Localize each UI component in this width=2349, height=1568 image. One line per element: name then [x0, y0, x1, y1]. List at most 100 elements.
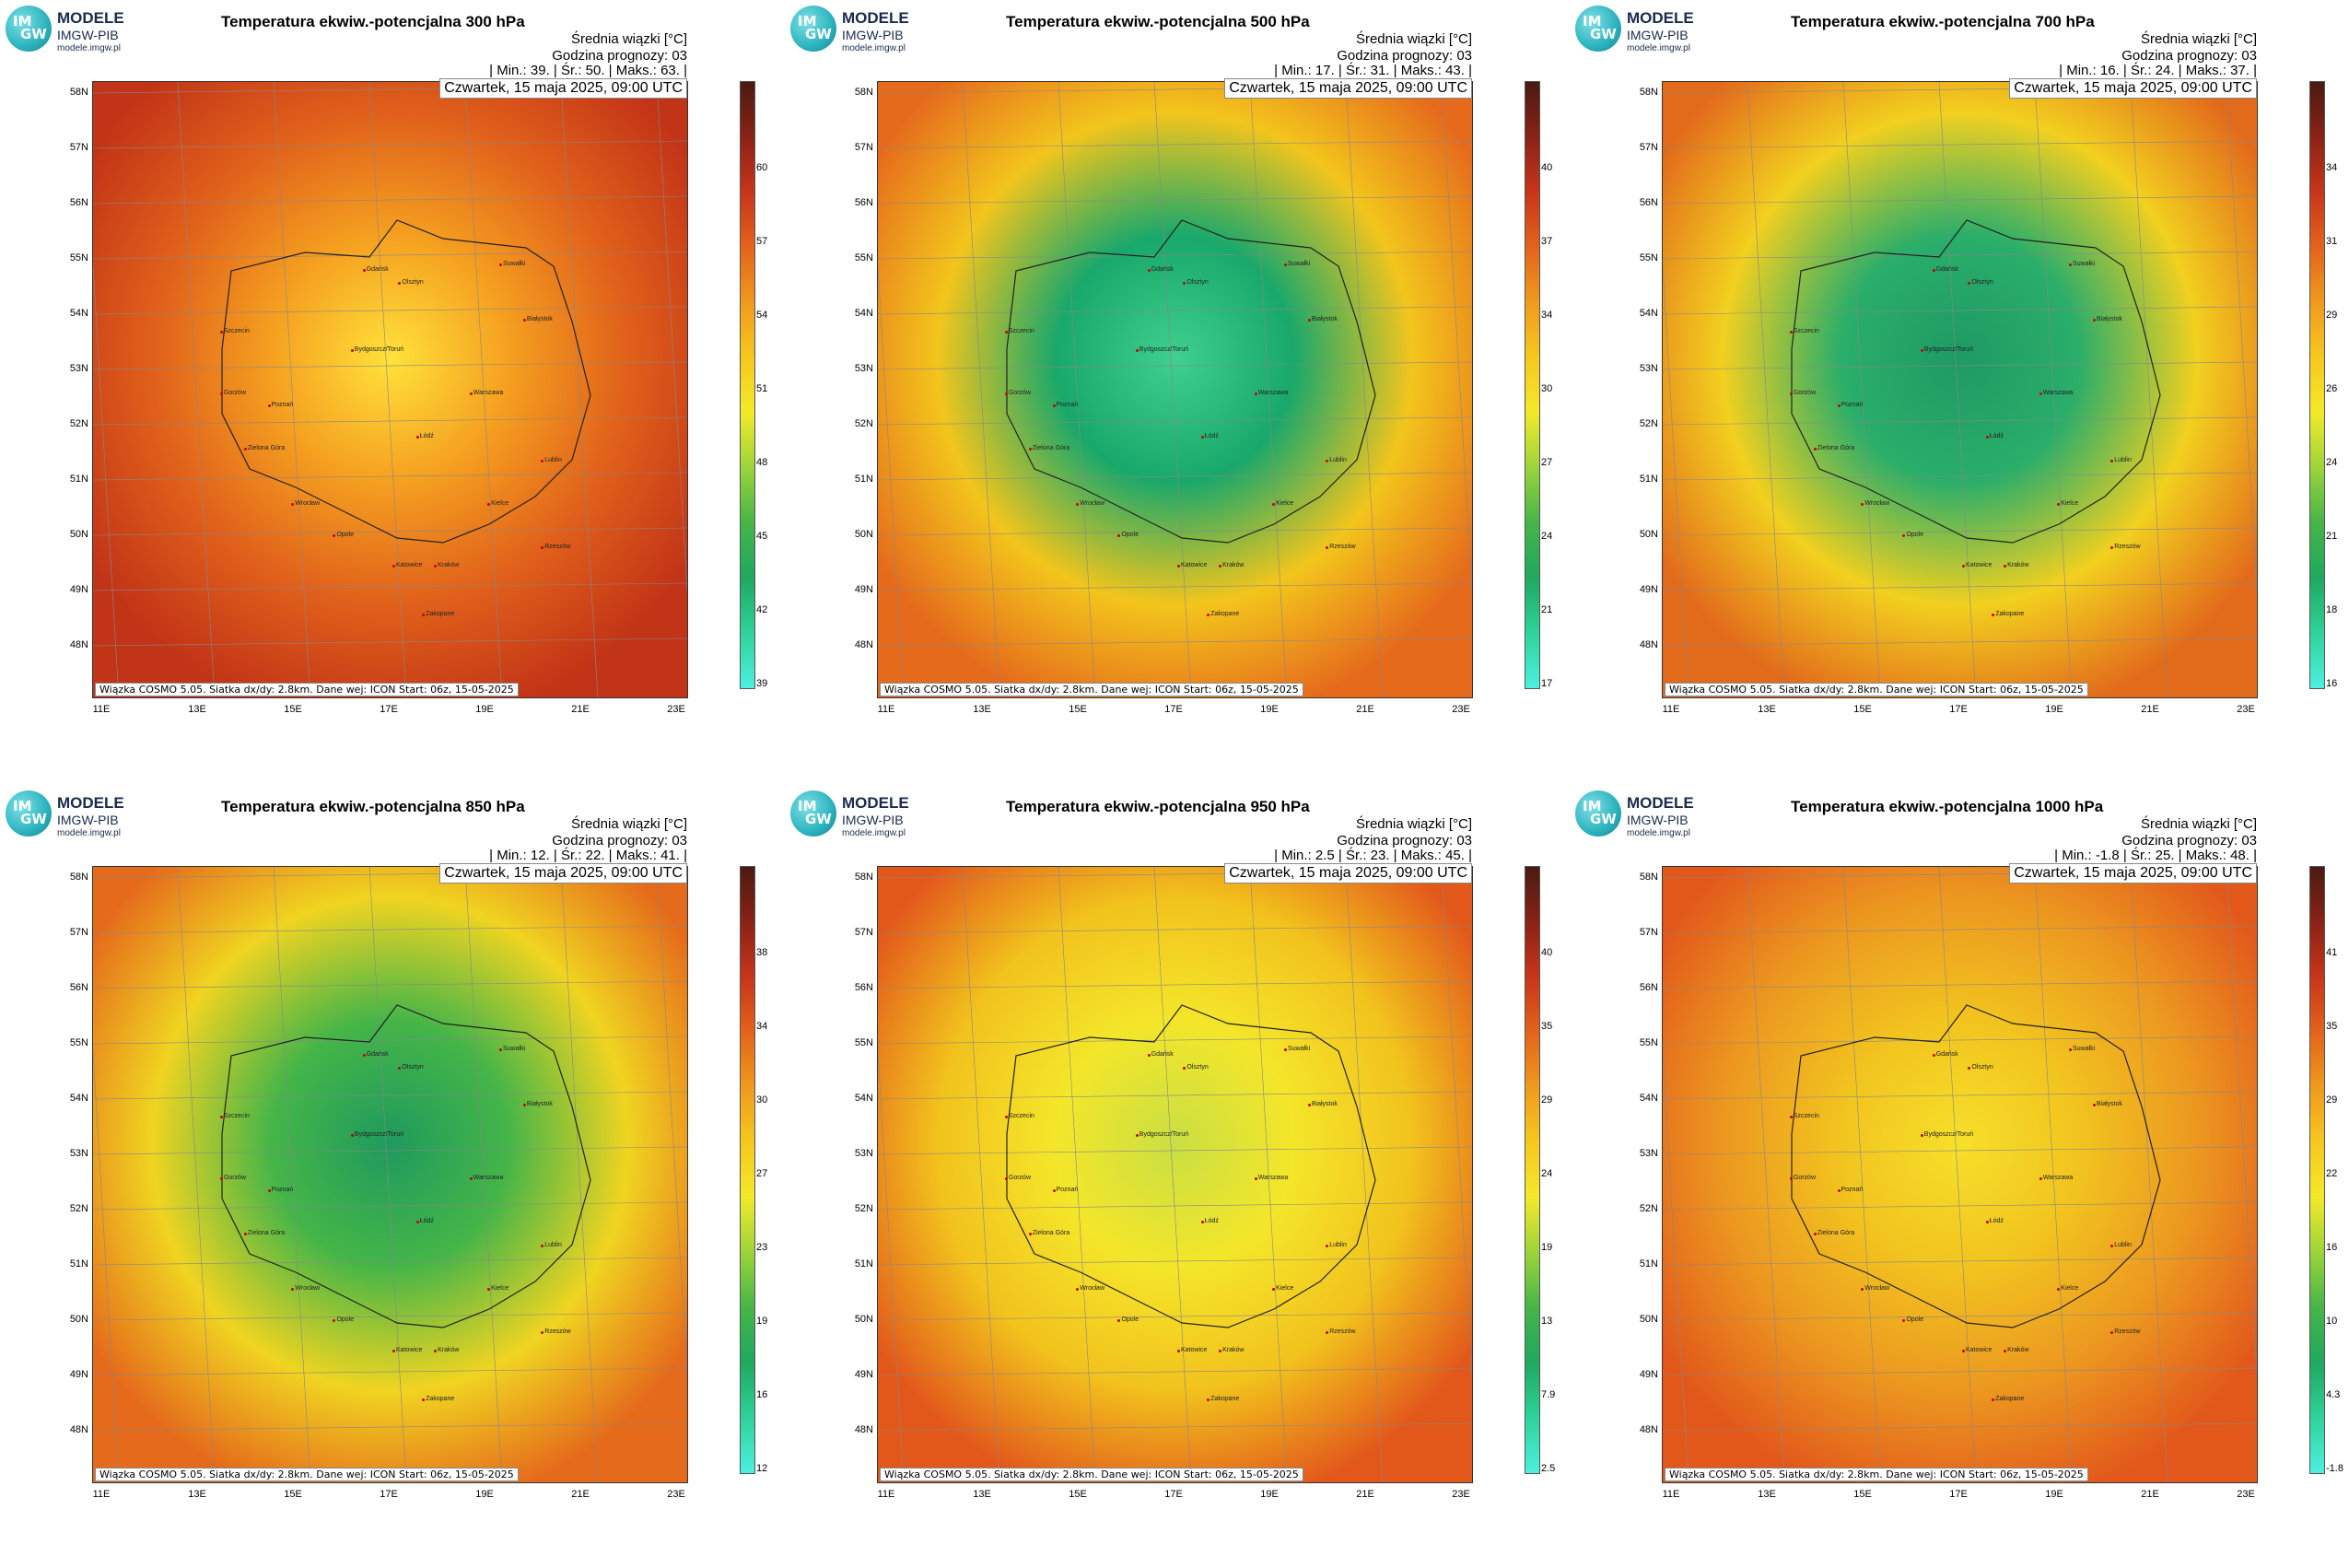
lat-gridline: [1663, 638, 2257, 647]
lon-label: 13E: [1758, 704, 1776, 715]
lat-gridline: [1663, 140, 2257, 149]
lon-label: 19E: [475, 704, 494, 715]
logo-name: MODELE: [842, 9, 909, 27]
city-label: Bydgoszcz/Toruń: [1920, 1131, 1974, 1139]
colorbar-tick: 39: [756, 678, 768, 689]
lon-label: 21E: [2141, 704, 2159, 715]
logo-subtitle: IMGW-PIB: [1627, 28, 1689, 42]
colorbar-tick: 40: [1541, 162, 1553, 173]
logo-gw: GW: [20, 811, 47, 827]
lon-gridline: [368, 82, 407, 697]
city-label: Suwałki: [1284, 1045, 1311, 1052]
map-field: [1663, 867, 2257, 1482]
lat-gridline: [1663, 251, 2257, 260]
lat-label: 48N: [69, 1424, 88, 1435]
lat-label: 55N: [854, 1037, 873, 1048]
logo-name: MODELE: [57, 9, 124, 27]
lon-gridline: [93, 1047, 120, 1482]
lat-gridline: [1663, 1312, 2257, 1321]
lon-label: 15E: [1069, 704, 1087, 715]
lon-gridline: [1153, 82, 1192, 697]
lat-label: 49N: [854, 1369, 873, 1380]
imgw-logo-icon: IM GW: [790, 6, 836, 52]
valid-date: Czwartek, 15 maja 2025, 09:00 UTC: [1224, 78, 1472, 99]
lon-label: 15E: [1853, 1489, 1872, 1500]
forecast-panel-2: IM GW MODELE IMGW-PIB modele.imgw.pl Tem…: [785, 0, 1568, 783]
panel-subtitle: Średnia wiązki [°C]: [2140, 31, 2257, 47]
lat-label: 53N: [854, 363, 873, 374]
city-label: Zielona Góra: [243, 445, 286, 452]
city-label: Łódź: [1985, 1217, 2004, 1224]
city-label: Zakopane: [1992, 611, 2025, 618]
city-label: Bydgoszcz/Toruń: [1135, 1131, 1189, 1139]
colorbar-tick: 22: [2326, 1168, 2338, 1179]
city-label: Kraków: [2004, 1347, 2029, 1354]
field-gradient: [878, 82, 1472, 697]
lat-label: 51N: [1639, 1258, 1658, 1270]
city-label: Warszawa: [1254, 390, 1289, 396]
city-label: Szczecin: [1789, 328, 1819, 335]
city-label: Poznań: [267, 1187, 294, 1194]
colorbar-tick: 24: [1541, 531, 1553, 542]
city-label: Zielona Góra: [1813, 1230, 1855, 1237]
lon-label: 15E: [284, 704, 302, 715]
map-field: [93, 867, 687, 1482]
lat-label: 54N: [854, 308, 873, 319]
poland-border: [1791, 1004, 2161, 1328]
colorbar-tick: 23: [756, 1242, 768, 1253]
lat-gridline: [878, 195, 1472, 205]
lon-gridline: [273, 867, 311, 1482]
lon-gridline: [464, 867, 503, 1482]
lat-gridline: [93, 1036, 687, 1045]
lat-label: 57N: [854, 927, 873, 938]
lat-label: 53N: [1639, 1148, 1658, 1159]
colorbar-tick: 17: [1541, 678, 1553, 689]
colorbar-tick: 2.5: [1541, 1463, 1556, 1474]
city-label: Szczecin: [1004, 1113, 1034, 1120]
colorbar-tick: 54: [756, 310, 768, 321]
city-label: Gdańsk: [1147, 266, 1174, 274]
city-label: Bydgoszcz/Toruń: [350, 346, 404, 354]
lat-label: 50N: [1639, 1314, 1658, 1325]
lon-label: 17E: [1949, 704, 1968, 715]
lat-gridline: [1663, 1422, 2257, 1432]
colorbar-tick: 29: [2326, 1094, 2338, 1106]
colorbar-tick: 34: [756, 1021, 768, 1032]
logo-name: MODELE: [57, 794, 124, 812]
city-label: Białystok: [2092, 1100, 2122, 1107]
logo-im: IM: [13, 13, 32, 29]
forecast-hour: Godzina prognozy: 03: [2121, 48, 2257, 64]
lat-gridline: [1663, 1036, 2257, 1045]
panel-title: Temperatura ekwiw.-potencjalna 300 hPa: [221, 13, 525, 30]
city-label: Olsztyn: [398, 278, 424, 286]
colorbar-tick: 35: [2326, 1021, 2338, 1032]
forecast-hour: Godzina prognozy: 03: [1337, 48, 1472, 64]
city-label: Opole: [1902, 1316, 1924, 1323]
imgw-logo-icon: IM GW: [1575, 790, 1621, 837]
valid-date: Czwartek, 15 maja 2025, 09:00 UTC: [439, 863, 687, 883]
lat-label: 57N: [854, 142, 873, 153]
panel-title: Temperatura ekwiw.-potencjalna 850 hPa: [221, 798, 525, 815]
lat-label: 50N: [854, 529, 873, 540]
lon-gridline: [878, 1047, 905, 1482]
colorbar-tick: 27: [1541, 457, 1553, 468]
lon-label: 11E: [1662, 704, 1680, 715]
city-label: Zielona Góra: [243, 1230, 286, 1237]
field-gradient: [93, 867, 687, 1482]
lat-gridline: [1663, 416, 2257, 426]
colorbar-tick: 40: [1541, 947, 1553, 958]
city-label: Warszawa: [469, 1175, 504, 1181]
city-label: Warszawa: [469, 390, 504, 396]
imgw-logo: IM GW MODELE IMGW-PIB modele.imgw.pl: [1575, 6, 1723, 55]
city-label: Białystok: [2092, 315, 2122, 322]
lat-label: 50N: [69, 1314, 88, 1325]
city-label: Kielce: [1272, 500, 1294, 508]
city-label: Zakopane: [1992, 1396, 2025, 1403]
colorbar: [1525, 866, 1540, 1474]
imgw-logo-icon: IM GW: [6, 790, 52, 837]
lon-gridline: [1153, 867, 1192, 1482]
lat-gridline: [878, 1091, 1472, 1100]
lon-label: 21E: [1356, 1489, 1374, 1500]
map-field: [1663, 82, 2257, 697]
logo-url: modele.imgw.pl: [1627, 828, 1690, 838]
